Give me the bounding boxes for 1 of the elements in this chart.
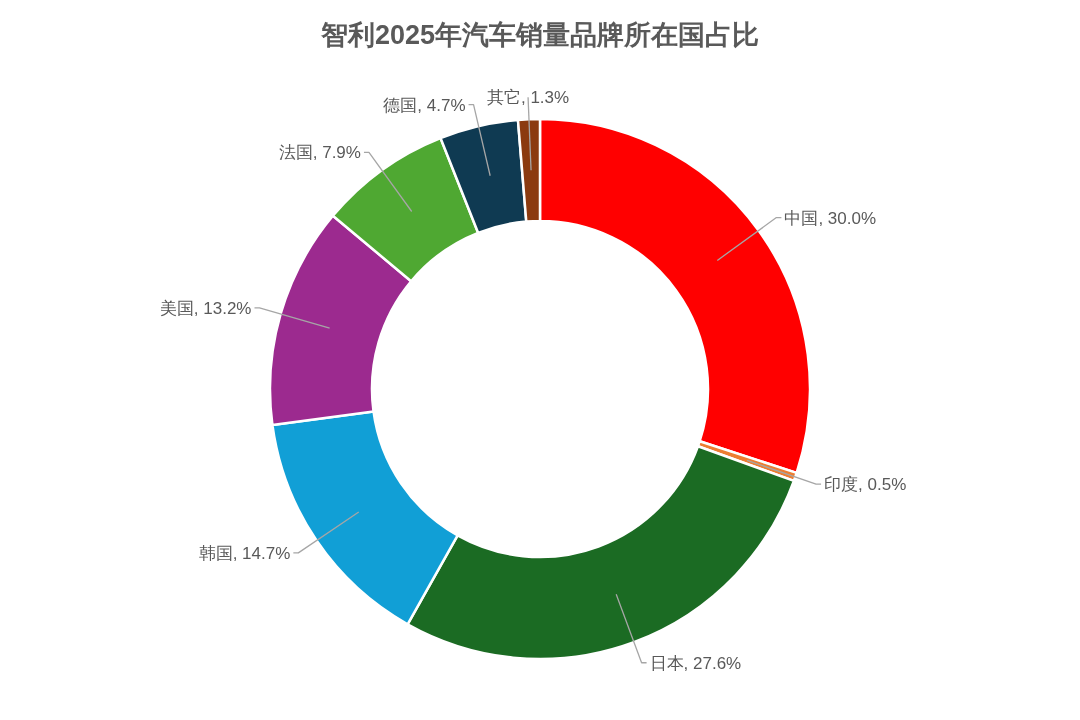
title: 智利2025年汽车销量品牌所在国占比 bbox=[320, 20, 760, 50]
